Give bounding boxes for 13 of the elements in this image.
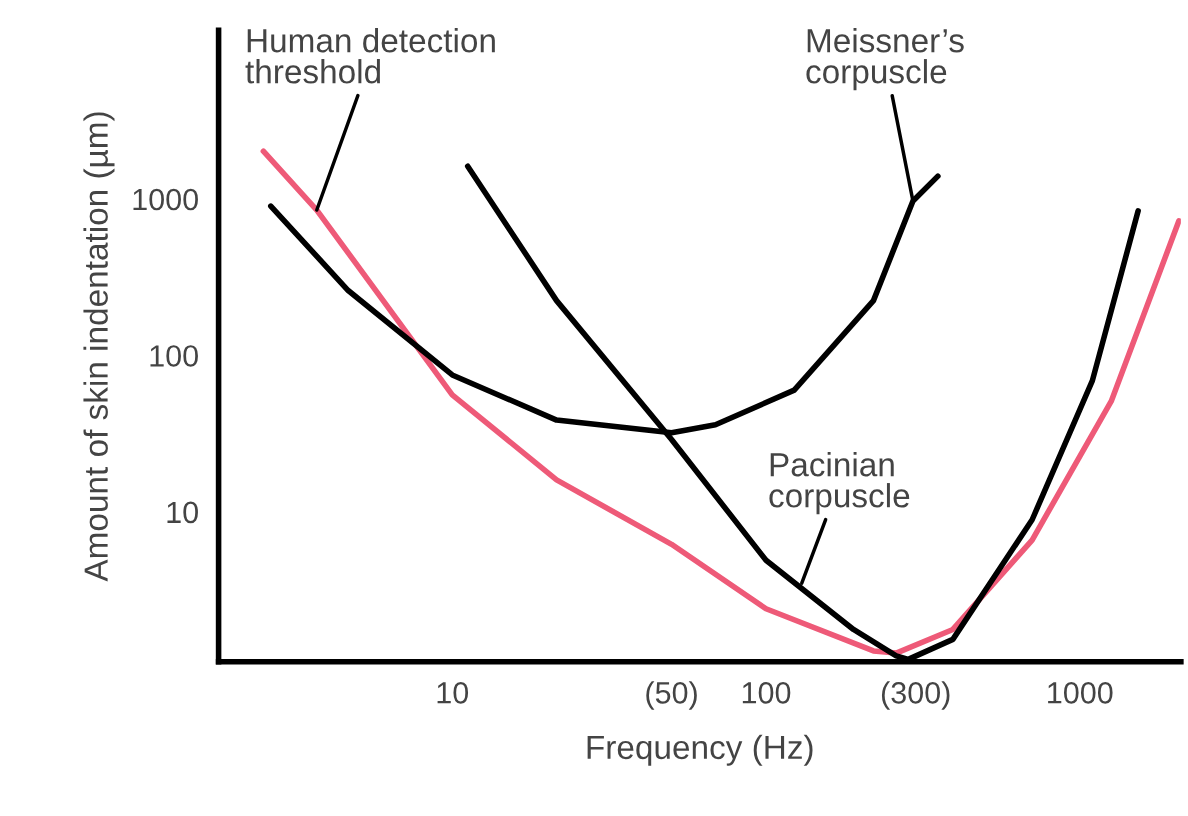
x-axis-title: Frequency (Hz) xyxy=(587,734,813,766)
annotation: Human detection threshold xyxy=(245,28,495,84)
y-tick-label: 10 xyxy=(167,501,198,524)
x-tick-label: (300) xyxy=(881,681,950,710)
y-tick-label: 1000 xyxy=(133,188,198,211)
x-tick-label: 10 xyxy=(437,682,469,704)
x-tick-label: 100 xyxy=(742,682,791,704)
x-tick-label: (50) xyxy=(646,681,697,710)
annotation: Meissner’s corpuscle xyxy=(806,28,964,91)
y-tick-label: 100 xyxy=(150,345,198,367)
annotation: Pacinian corpuscle xyxy=(769,452,910,515)
x-tick-label: 1000 xyxy=(1048,682,1113,704)
y-axis-title: Amount of skin indentation (µm) xyxy=(83,112,115,582)
